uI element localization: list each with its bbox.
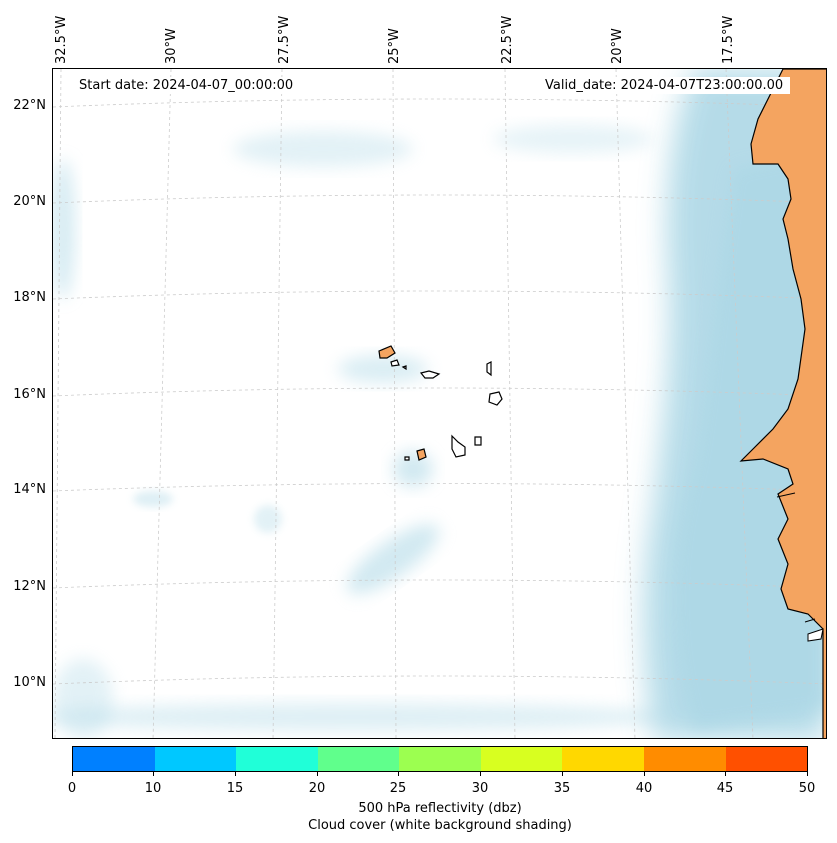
island-maio [474, 436, 482, 446]
cb-tick-label-35: 35 [553, 781, 571, 796]
parallel-20n [53, 194, 826, 204]
cb-tick-label-30: 30 [471, 781, 489, 796]
graticule [53, 69, 826, 738]
lon-label-17-5w: 17.5°W [721, 15, 736, 64]
cb-tick [398, 772, 399, 776]
colorbar-segment [562, 747, 644, 771]
cloud-patch-northwest [53, 159, 75, 299]
cloud-patch-west-2 [254, 505, 282, 533]
island-brava [404, 456, 410, 461]
parallel-10n [53, 675, 826, 685]
cb-tick-label-50: 50 [798, 781, 816, 796]
cloud-patch-capeverde-south [393, 451, 433, 487]
cloud-cover-layer [53, 69, 826, 738]
cb-tick [725, 772, 726, 776]
reflectivity-colorbar [72, 746, 808, 772]
colorbar-segment [480, 747, 563, 771]
colorbar-segment [73, 747, 155, 771]
lat-label-12n: 12°N [13, 579, 46, 594]
island-sal [486, 361, 492, 377]
cb-tick [235, 772, 236, 776]
cb-tick [480, 772, 481, 776]
parallel-12n [53, 579, 826, 589]
parallel-16n [53, 387, 826, 397]
lon-label-20w: 20°W [610, 28, 625, 64]
island-santo-antao [378, 345, 396, 359]
africa-landmass [739, 69, 826, 738]
cb-tick-label-40: 40 [635, 781, 653, 796]
lon-label-32-5w: 32.5°W [54, 15, 69, 64]
bijagos-islands [804, 618, 824, 642]
lon-label-25w: 25°W [387, 28, 402, 64]
lat-label-10n: 10°N [13, 675, 46, 690]
island-sao-nicolau [419, 370, 441, 379]
colorbar-segment [236, 747, 318, 771]
lon-label-27-5w: 27.5°W [277, 15, 292, 64]
cb-tick-label-20: 20 [308, 781, 326, 796]
colorbar-subtitle: Cloud cover (white background shading) [308, 818, 572, 833]
cb-tick [644, 772, 645, 776]
lat-label-20n: 20°N [13, 194, 46, 209]
cloud-patch-west [133, 491, 173, 507]
lat-label-22n: 22°N [13, 98, 46, 113]
cb-tick [72, 772, 73, 776]
cape-verde-islands [378, 345, 503, 461]
cloud-patch-southwest [53, 659, 113, 738]
colorbar-segment [725, 747, 808, 771]
lat-label-14n: 14°N [13, 482, 46, 497]
cb-tick [317, 772, 318, 776]
map-canvas [53, 69, 826, 738]
lon-label-22-5w: 22.5°W [500, 15, 515, 64]
colorbar-segment [154, 747, 237, 771]
colorbar-segment [317, 747, 400, 771]
cloud-patch-capeverde-north [338, 355, 428, 383]
island-boa-vista [488, 391, 503, 406]
island-santiago [451, 434, 466, 458]
meridian-22-5w [504, 69, 516, 738]
meridian-27-5w [272, 69, 283, 738]
lon-label-30w: 30°W [164, 28, 179, 64]
cb-tick [153, 772, 154, 776]
gambia-river [776, 492, 796, 498]
cloud-patch-north-2 [493, 125, 653, 153]
cb-tick-label-15: 15 [226, 781, 244, 796]
meridian-20w [615, 69, 636, 738]
lat-label-16n: 16°N [13, 387, 46, 402]
parallel-18n [53, 290, 826, 300]
cb-tick-label-25: 25 [389, 781, 407, 796]
island-santa-luzia [401, 365, 407, 371]
colorbar-segment [643, 747, 726, 771]
cb-tick [562, 772, 563, 776]
cloud-patch-north [233, 131, 413, 167]
meridian-30w [152, 69, 172, 738]
cb-tick [807, 772, 808, 776]
valid-date-label: Valid_date: 2024-04-07T23:00:00.00 [538, 77, 791, 94]
map-panel[interactable] [52, 68, 827, 739]
meridian-32-5w [54, 69, 62, 738]
start-date-label: Start date: 2024-04-07_00:00:00 [72, 77, 301, 94]
cb-tick-label-10: 10 [144, 781, 162, 796]
cloud-patch-south [53, 703, 673, 731]
parallel-22n [53, 98, 826, 108]
meridian-17-5w [725, 69, 754, 738]
colorbar-title: 500 hPa reflectivity (dbz) [358, 801, 522, 816]
island-sao-vicente [390, 359, 400, 367]
colorbar-segment [399, 747, 481, 771]
cb-tick-label-45: 45 [716, 781, 734, 796]
cb-tick-label-0: 0 [67, 781, 77, 796]
cloud-patch-southwest-band [346, 524, 440, 594]
island-fogo [416, 448, 427, 461]
lat-label-18n: 18°N [13, 290, 46, 305]
parallel-14n [53, 483, 826, 492]
meridian-25w [392, 69, 397, 738]
